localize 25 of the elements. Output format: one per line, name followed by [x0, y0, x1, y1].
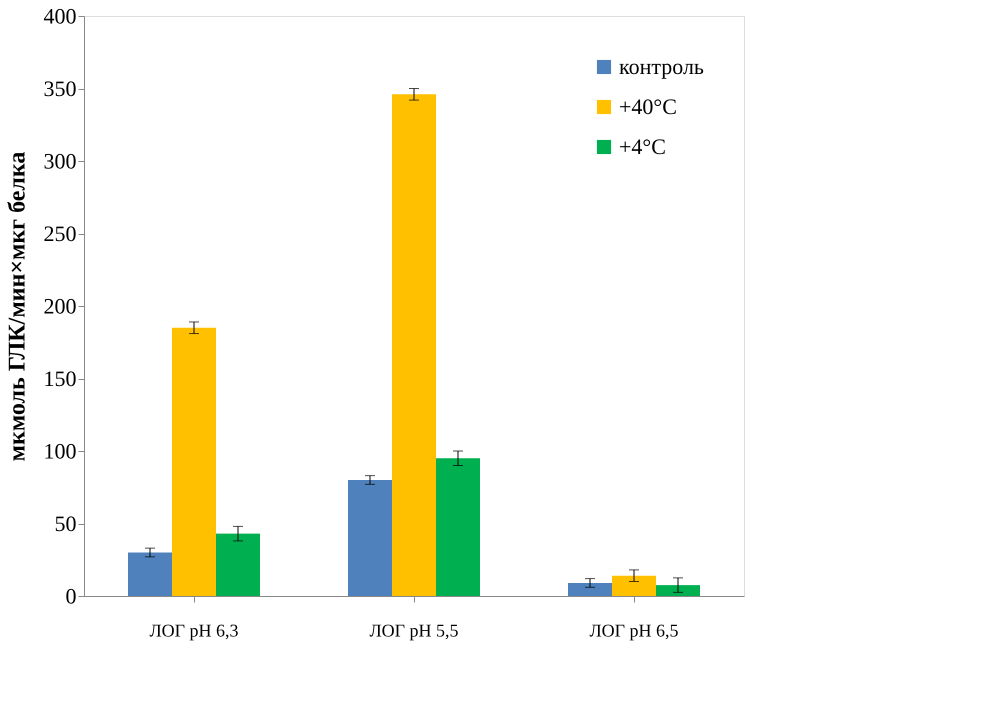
y-tick-label: 0 [66, 584, 76, 608]
x-tick-label: ЛОГ pH 6,3 [149, 620, 239, 640]
y-tick-label: 100 [44, 438, 76, 464]
x-tick-label: ЛОГ pH 5,5 [369, 620, 459, 640]
bar [656, 585, 700, 596]
y-tick-label: 400 [44, 4, 76, 28]
y-tick-label: 50 [54, 511, 76, 536]
bar [172, 328, 216, 596]
y-tick-label: 300 [44, 148, 76, 174]
bar [348, 480, 392, 596]
y-axis-title: мкмоль ГЛК/мин×мкг белка [4, 152, 30, 462]
legend-label: +40°C [619, 94, 677, 119]
legend-label: +4°C [619, 134, 666, 159]
x-tick-label: ЛОГ pH 6,5 [589, 620, 679, 640]
bar [612, 576, 656, 596]
bar [216, 534, 260, 596]
bar [568, 582, 612, 596]
bar [436, 458, 480, 596]
bar [392, 94, 436, 596]
y-tick-label: 200 [44, 294, 76, 318]
y-tick-label: 150 [44, 366, 76, 391]
bar [128, 552, 172, 596]
legend-label: контроль [619, 54, 704, 79]
y-tick-label: 250 [44, 221, 76, 246]
y-tick-label: 350 [44, 76, 76, 101]
